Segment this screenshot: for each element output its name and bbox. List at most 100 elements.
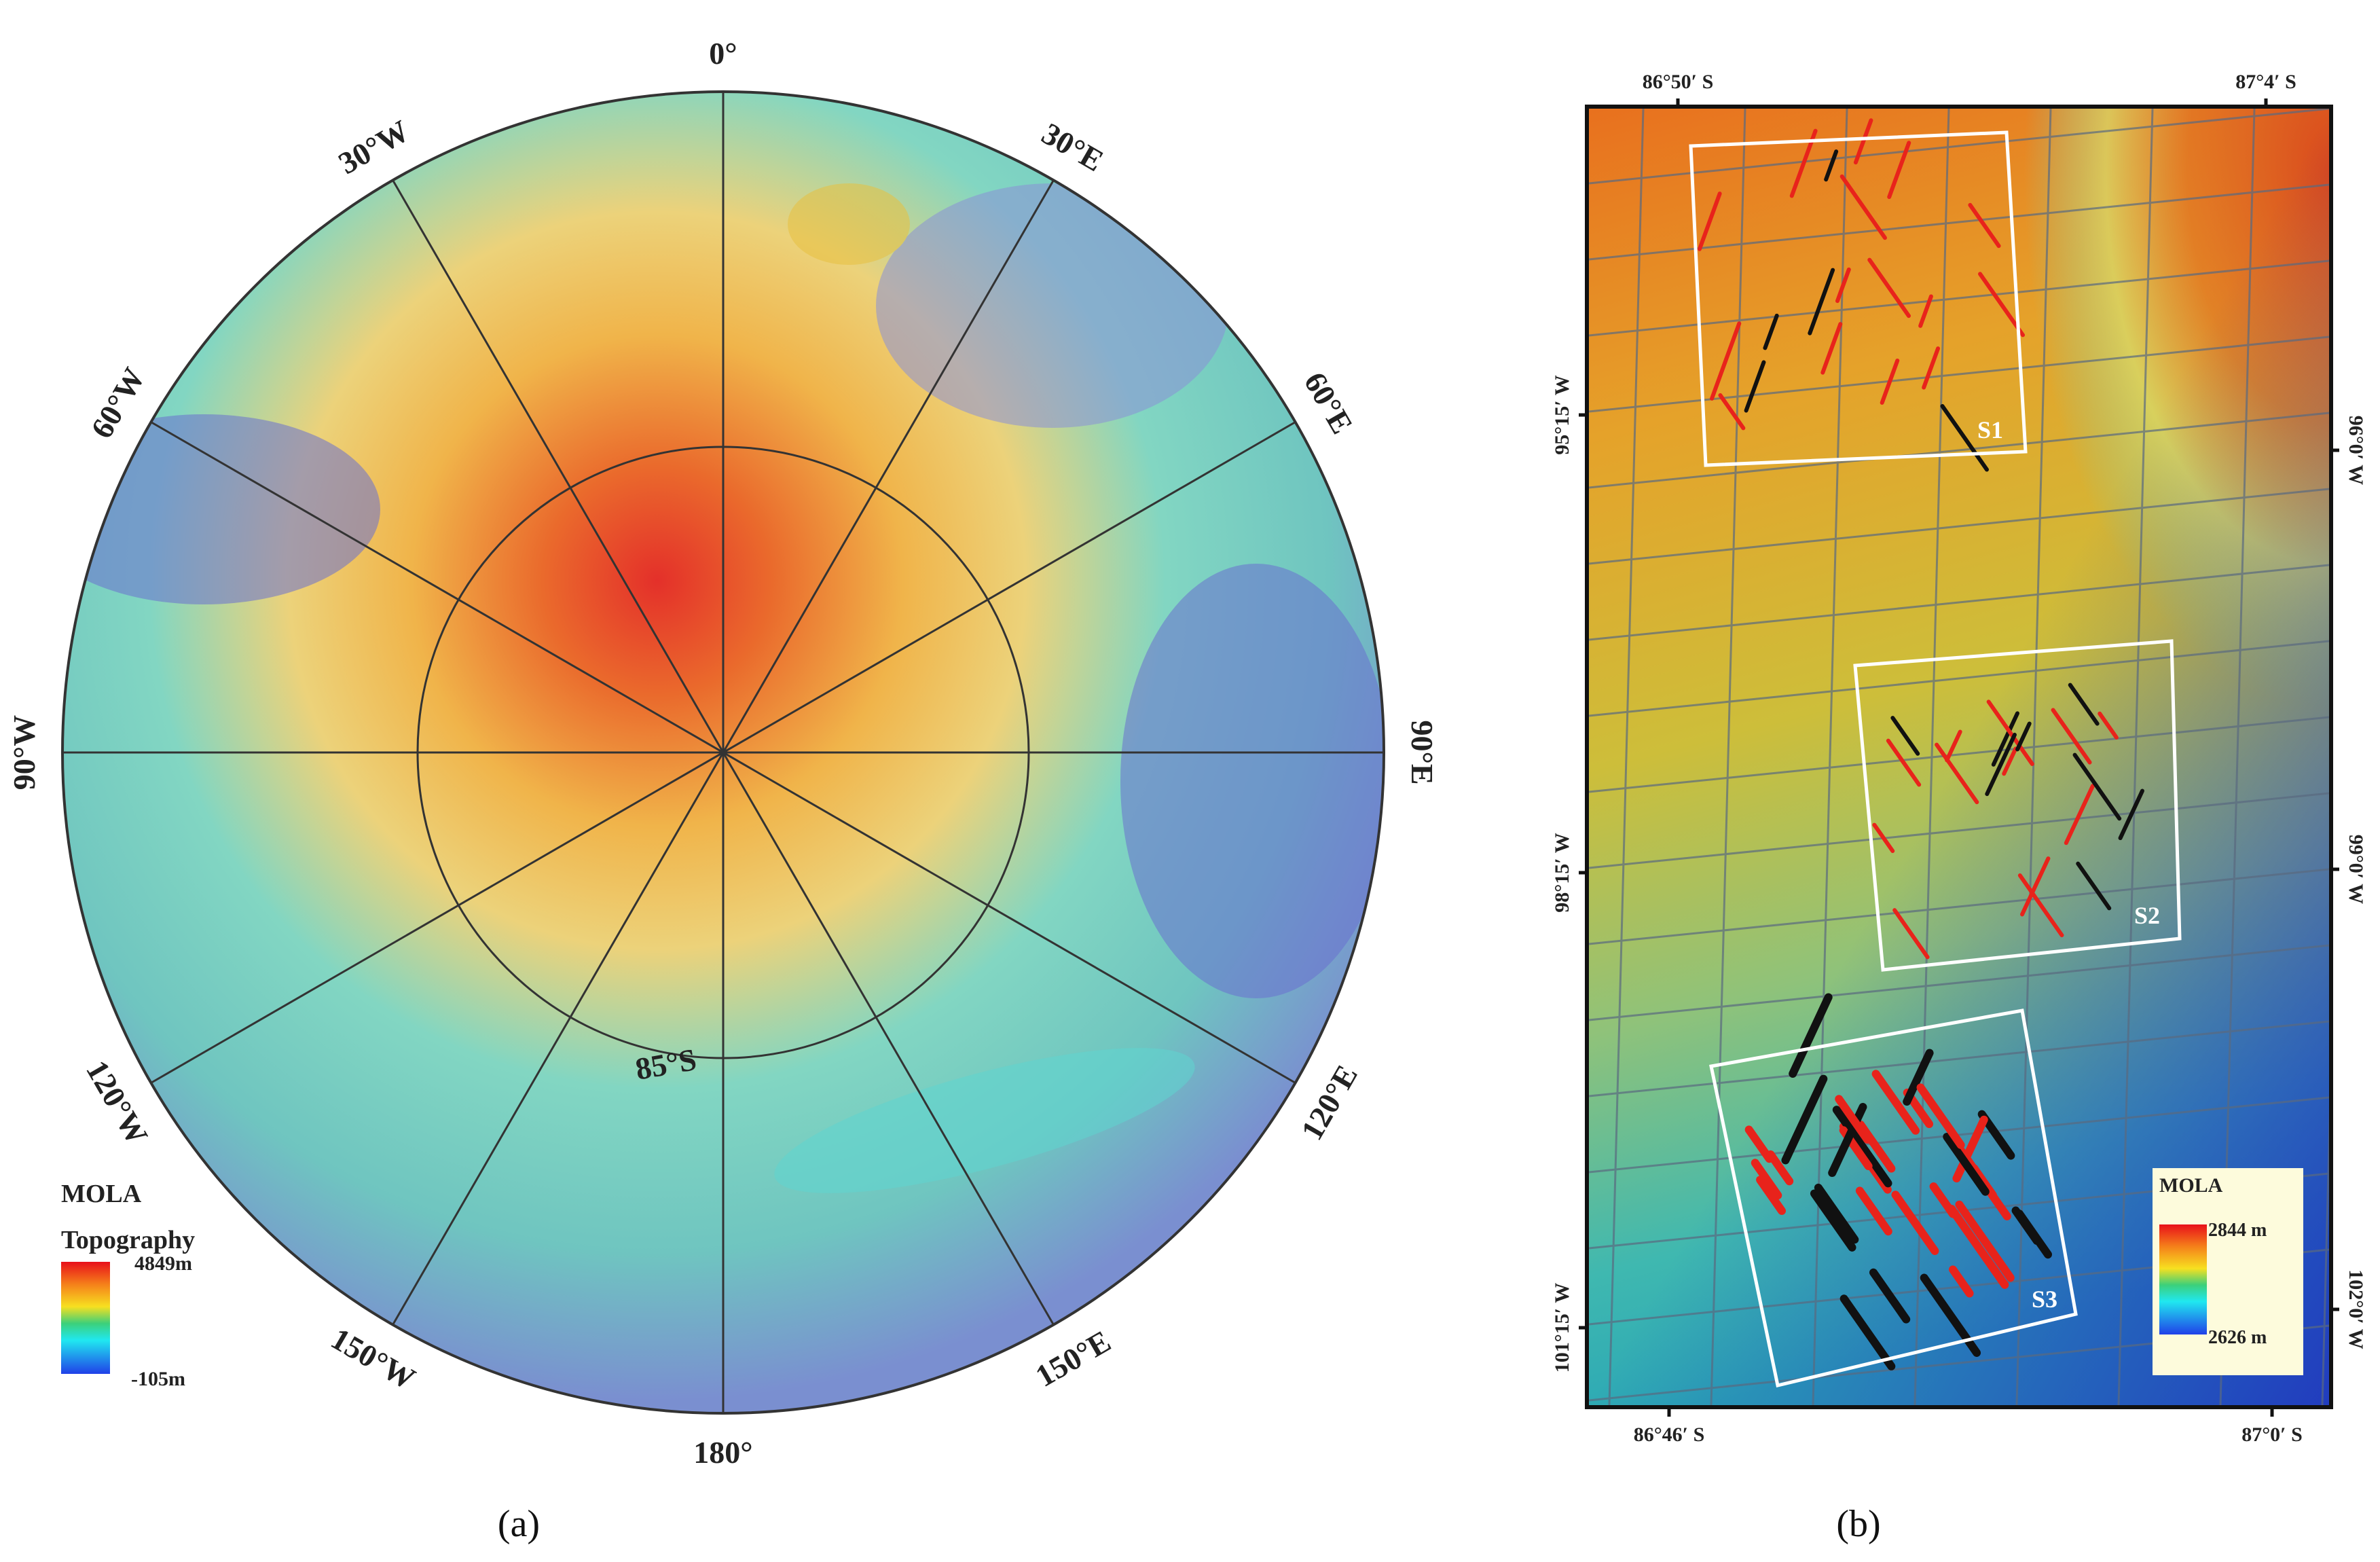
map-frame bbox=[1585, 105, 2333, 1409]
meridian-label: 150°E bbox=[1029, 1324, 1116, 1394]
track-segment bbox=[1751, 1159, 1782, 1200]
meridian-label: 180° bbox=[693, 1435, 752, 1470]
track-segment bbox=[1970, 1164, 1997, 1199]
left-label-3: 101°15′ W bbox=[1551, 1283, 1573, 1373]
region-s3-label: S3 bbox=[2032, 1286, 2057, 1313]
track-segment bbox=[1891, 1191, 1939, 1255]
track-segment bbox=[1887, 141, 1911, 200]
track-segment bbox=[1948, 1265, 1974, 1298]
track-segment bbox=[1832, 1106, 1892, 1188]
grid-line bbox=[1588, 1096, 2330, 1174]
track-segment bbox=[2098, 711, 2119, 740]
bottom-label-2: 87°0′ S bbox=[2241, 1423, 2303, 1446]
region-s2-box bbox=[1853, 639, 2182, 972]
track-segment bbox=[1903, 1049, 1934, 1106]
track-segment bbox=[1756, 1176, 1787, 1215]
track-segment bbox=[1880, 358, 1900, 405]
track-segment bbox=[1871, 1070, 1920, 1135]
track-segment bbox=[1922, 346, 1941, 390]
track-segment bbox=[1943, 1132, 1990, 1196]
track-segment bbox=[2051, 708, 2092, 765]
grid-line bbox=[1608, 108, 1645, 1406]
grid-line bbox=[1588, 488, 2330, 565]
meridian-label: 30°E bbox=[1036, 116, 1110, 179]
region-s1-box bbox=[1689, 130, 2028, 467]
track-segment bbox=[1839, 1294, 1896, 1370]
track-segment bbox=[1916, 1083, 1965, 1149]
track-segment bbox=[2064, 784, 2095, 846]
grid-line bbox=[1588, 259, 2330, 337]
track-segment bbox=[1886, 738, 1922, 787]
grid-line bbox=[1588, 107, 2330, 185]
track-segment bbox=[1808, 268, 1835, 335]
region-s1-label: S1 bbox=[1977, 416, 2003, 443]
track-segment bbox=[1945, 729, 1962, 763]
track-segment bbox=[1890, 716, 1920, 756]
track-segment bbox=[1853, 118, 1873, 165]
track-segment bbox=[1869, 1268, 1911, 1324]
meridian-label: 90°E bbox=[1405, 720, 1440, 784]
grid-line bbox=[1588, 640, 2330, 717]
grid-line bbox=[2015, 108, 2052, 1406]
legend-subtitle: Topography bbox=[61, 1226, 195, 1254]
meridian-label: 60°W bbox=[84, 362, 151, 444]
track-segment bbox=[1929, 1182, 1957, 1218]
grid-line bbox=[1588, 412, 2330, 489]
grid-line bbox=[1588, 716, 2330, 793]
legend-title: MOLA bbox=[61, 1180, 142, 1208]
meridian-label: 60°E bbox=[1298, 366, 1360, 439]
meridian-line bbox=[392, 179, 1055, 1326]
track-segment bbox=[1955, 1200, 2015, 1282]
track-segment bbox=[1940, 403, 1989, 472]
bottom-label-1: 86°46′ S bbox=[1634, 1423, 1705, 1446]
track-segment bbox=[1824, 149, 1839, 182]
track-segment bbox=[1867, 257, 1911, 319]
track-segment bbox=[1789, 993, 1833, 1078]
caption-a: (a) bbox=[498, 1503, 540, 1545]
legend-max: 4849m bbox=[134, 1252, 192, 1275]
frame-ticks bbox=[1579, 98, 2339, 1417]
track-segment bbox=[2068, 683, 2100, 726]
track-segment bbox=[1952, 1115, 1988, 1183]
track-segment bbox=[1872, 822, 1895, 854]
grid-line bbox=[1588, 1020, 2330, 1097]
grid-line bbox=[2321, 1029, 2331, 1406]
detail-map-panel-b: S1 S2 S3 MOLA 2844 m 2626 m 86°50′ S 87°… bbox=[1551, 71, 2367, 1545]
track-segment bbox=[2076, 861, 2112, 911]
track-segment bbox=[1744, 1125, 1774, 1163]
track-segment bbox=[1918, 294, 1933, 328]
polar-map-panel-a: 0°30°E60°E90°E120°E150°E180°150°W120°W90… bbox=[7, 36, 1440, 1545]
grid-line bbox=[2117, 108, 2154, 1406]
track-segment bbox=[1810, 1189, 1856, 1252]
region-s2-label: S2 bbox=[2134, 902, 2160, 929]
legend-min: 2626 m bbox=[2208, 1327, 2267, 1348]
left-label-2: 98°15′ W bbox=[1551, 833, 1573, 912]
legend-min: -105m bbox=[131, 1368, 185, 1390]
track-segment bbox=[1839, 174, 1887, 240]
region-s3-box bbox=[1709, 1009, 2078, 1388]
track-segment bbox=[1744, 360, 1766, 413]
grid-line bbox=[1588, 792, 2330, 869]
meridian-label: 120°E bbox=[1294, 1059, 1364, 1146]
track-segment bbox=[1978, 272, 2026, 338]
right-label-2: 99°0′ W bbox=[2345, 835, 2367, 904]
legend-a: MOLA Topography 4849m -105m bbox=[61, 1180, 195, 1390]
track-segment bbox=[1986, 700, 2034, 766]
track-segment bbox=[1835, 267, 1851, 304]
legend-b: MOLA 2844 m 2626 m bbox=[2153, 1168, 2303, 1375]
top-label-2: 87°4′ S bbox=[2235, 71, 2296, 93]
track-segment bbox=[1828, 1103, 1867, 1178]
track-segment bbox=[2011, 1206, 2041, 1246]
left-label-1: 95°15′ W bbox=[1551, 375, 1573, 454]
track-segment bbox=[1763, 313, 1779, 350]
track-segment bbox=[1935, 742, 1979, 805]
track-segment bbox=[2072, 752, 2122, 821]
track-segment bbox=[1968, 202, 2001, 249]
right-label-3: 102°0′ W bbox=[2345, 1269, 2367, 1349]
track-segment bbox=[1697, 192, 1722, 251]
meridian-label: 0° bbox=[709, 36, 737, 71]
grid-line bbox=[1588, 564, 2330, 641]
track-segment bbox=[1820, 322, 1843, 375]
legend-title: MOLA bbox=[2159, 1174, 2223, 1197]
track-segment bbox=[1991, 711, 2019, 767]
